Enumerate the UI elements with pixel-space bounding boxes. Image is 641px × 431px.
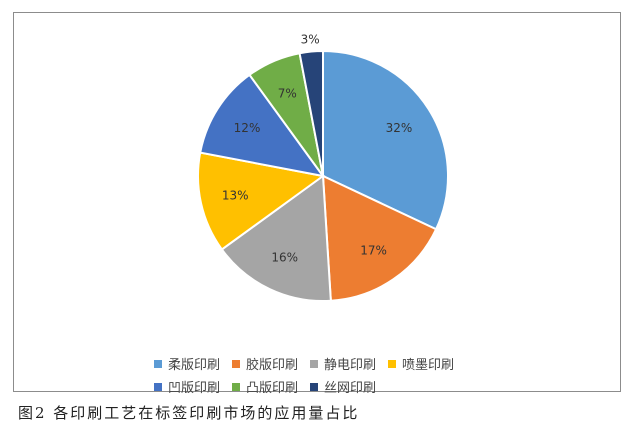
legend-swatch-6 [232, 382, 241, 391]
legend-item-4: 喷墨印刷 [388, 355, 455, 373]
legend-label-6: 凸版印刷 [246, 381, 299, 396]
chart-legend: 柔版印刷 胶版印刷 静电印刷 喷墨印刷凹版印刷 凸版印刷 丝网印刷 [154, 355, 534, 396]
legend-item-3: 静电印刷 [310, 355, 377, 373]
slice-label-7: 3% [301, 33, 320, 47]
legend-label-3: 静电印刷 [324, 358, 377, 373]
slice-label-4: 13% [222, 189, 249, 203]
legend-item-5: 凹版印刷 [154, 378, 221, 396]
slice-label-5: 12% [234, 121, 261, 135]
slice-label-1: 32% [386, 121, 413, 135]
legend-swatch-1 [154, 359, 162, 368]
legend-swatch-7 [310, 382, 319, 391]
pie-slice-3 [220, 174, 332, 302]
legend-label-2: 胶版印刷 [246, 358, 299, 373]
pie-slice-1 [322, 49, 449, 231]
slice-label-6: 7% [278, 86, 297, 100]
figure-caption: 图2 各印刷工艺在标签印刷市场的应用量占比 [18, 404, 360, 422]
legend-item-7: 丝网印刷 [310, 378, 377, 396]
legend-item-2: 胶版印刷 [232, 355, 299, 373]
legend-label-5: 凹版印刷 [168, 381, 221, 396]
legend-item-1: 柔版印刷 [154, 355, 221, 373]
pie-slice-7 [298, 49, 324, 177]
legend-label-7: 丝网印刷 [324, 381, 377, 396]
slice-label-2: 17% [360, 243, 387, 257]
pie-chart: 32% 17% 16% 13% 12% 7% 3% [197, 33, 449, 302]
legend-swatch-4 [388, 359, 397, 368]
legend-swatch-3 [310, 359, 319, 368]
legend-label-4: 喷墨印刷 [402, 358, 455, 373]
legend-swatch-2 [232, 359, 241, 368]
pie-slice-2 [321, 174, 438, 302]
legend-item-6: 凸版印刷 [232, 378, 299, 396]
pie-slice-5 [199, 73, 326, 178]
pie-slice-4 [197, 151, 326, 251]
chart-frame: 32% 17% 16% 13% 12% 7% 3% 柔版印刷 胶版印刷 静电印刷 喷墨印刷凹版印刷… [13, 12, 621, 396]
legend-label-1: 柔版印刷 [168, 358, 221, 373]
slice-label-3: 16% [271, 250, 298, 264]
legend-swatch-5 [154, 382, 162, 391]
